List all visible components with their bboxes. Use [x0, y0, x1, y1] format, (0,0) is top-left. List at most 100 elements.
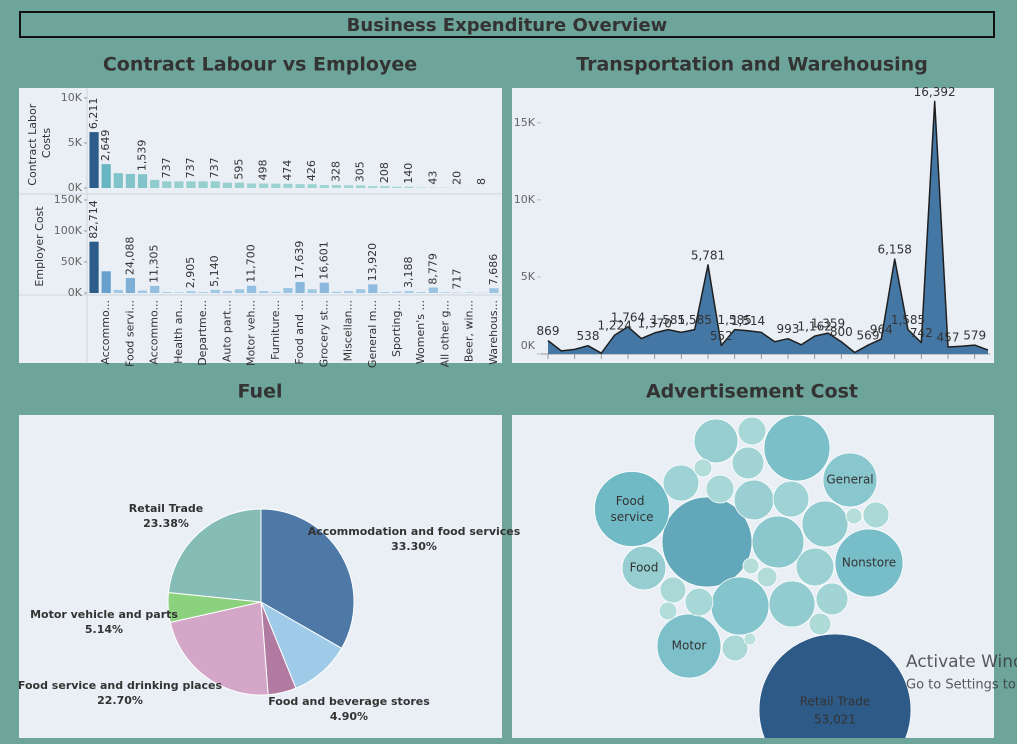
panel	[512, 88, 994, 363]
bar	[113, 289, 123, 293]
bubble	[822, 452, 878, 508]
bubble	[693, 458, 713, 478]
value-label: 11,305	[148, 244, 161, 283]
bar	[137, 290, 148, 293]
bubble-group: Retail Trade 53,021 Food service Nonstore Mo…	[594, 415, 912, 738]
bar	[89, 241, 99, 293]
bar	[307, 289, 317, 293]
line	[547, 100, 989, 354]
value-label: 1,514	[731, 314, 765, 328]
bubble	[758, 633, 912, 738]
bubble	[772, 480, 810, 518]
bar	[125, 278, 136, 293]
bubble	[662, 464, 700, 502]
bubble-label: Food	[630, 561, 659, 575]
y-tick-label: 0K	[68, 286, 83, 299]
bar	[404, 186, 414, 188]
x-tick-label: Women's ...	[414, 300, 427, 364]
bar	[356, 289, 366, 293]
y-tick-label: 150K	[54, 193, 83, 206]
bar	[198, 181, 208, 188]
value-label: 426	[305, 160, 318, 181]
bubble	[721, 634, 749, 662]
bubble	[684, 587, 714, 617]
bar	[295, 184, 305, 188]
bar	[416, 292, 426, 293]
value-label: 800	[830, 325, 853, 339]
bar	[356, 185, 366, 188]
y-tick-label: 5K	[68, 136, 83, 149]
value-label: 1,585	[677, 313, 711, 327]
bar	[210, 181, 220, 188]
bar	[380, 186, 390, 188]
value-label: 457	[937, 330, 960, 344]
bubble	[705, 474, 735, 504]
bar	[125, 173, 136, 188]
area	[548, 101, 988, 355]
value-label: 6,158	[877, 243, 911, 257]
value-label: 1,585	[891, 313, 925, 327]
pie-slice	[260, 508, 355, 650]
bubble-label: Nonstore	[842, 556, 896, 570]
bar	[271, 291, 281, 293]
slice-value: 33.30%	[391, 540, 437, 553]
dashboard-title: Business Expenditure Overview	[347, 15, 668, 36]
x-tick-label: Auto part...	[220, 300, 233, 362]
value-label: 16,392	[914, 85, 956, 99]
bar	[283, 183, 293, 188]
value-label: 305	[354, 161, 367, 182]
slice-label: Motor vehicle and parts	[30, 608, 178, 621]
x-tick-label: Food servi...	[123, 300, 136, 367]
bar	[186, 181, 196, 188]
value-label: 5,140	[208, 255, 221, 287]
bar	[113, 173, 123, 188]
bubble	[845, 507, 863, 525]
y-axis-title: Contract Labor Costs	[26, 100, 53, 185]
y-tick-label: 10K	[514, 193, 536, 206]
value-label: 1,370	[637, 316, 671, 330]
value-label: 13,920	[366, 243, 379, 282]
value-label: 595	[232, 159, 245, 180]
bubble	[710, 576, 770, 636]
value-label: 43	[426, 171, 439, 185]
bubble	[801, 500, 849, 548]
bar	[259, 183, 269, 188]
y-tick-label: 100K	[54, 224, 83, 237]
bubble	[751, 515, 805, 569]
x-tick-label: All other g...	[438, 300, 451, 367]
bar	[246, 285, 257, 293]
value-label: 8	[475, 178, 488, 185]
x-tick-label: Miscellan...	[342, 300, 355, 361]
bar	[319, 282, 329, 293]
x-tick-label: Furniture...	[269, 300, 282, 360]
bar	[150, 285, 160, 293]
bar	[440, 292, 451, 293]
panel	[19, 88, 502, 363]
pie-slice	[169, 601, 269, 696]
bar	[89, 132, 99, 188]
value-label: 20	[451, 171, 464, 185]
bubble	[693, 418, 739, 464]
bubble-label: Retail Trade	[800, 695, 871, 709]
bubble	[621, 545, 667, 591]
value-label: 552	[710, 329, 733, 343]
bubble	[808, 612, 832, 636]
bubble	[737, 416, 767, 446]
slice-label: Food and beverage stores	[268, 695, 430, 708]
bar	[283, 288, 293, 293]
value-label: 208	[378, 162, 391, 183]
slice-value: 5.14%	[85, 623, 123, 636]
bubble	[763, 415, 831, 482]
slice-value: 22.70%	[97, 694, 143, 707]
bar	[343, 291, 354, 293]
bubble	[743, 632, 757, 646]
x-tick-label: General m...	[366, 300, 379, 368]
slice-value: 23.38%	[143, 517, 189, 530]
bar	[234, 289, 245, 293]
value-label: 579	[963, 329, 986, 343]
bar	[331, 185, 342, 188]
value-label: 1,585	[717, 313, 751, 327]
value-label: 17,639	[293, 241, 306, 280]
bubble	[756, 566, 778, 588]
value-label: 737	[184, 157, 197, 178]
